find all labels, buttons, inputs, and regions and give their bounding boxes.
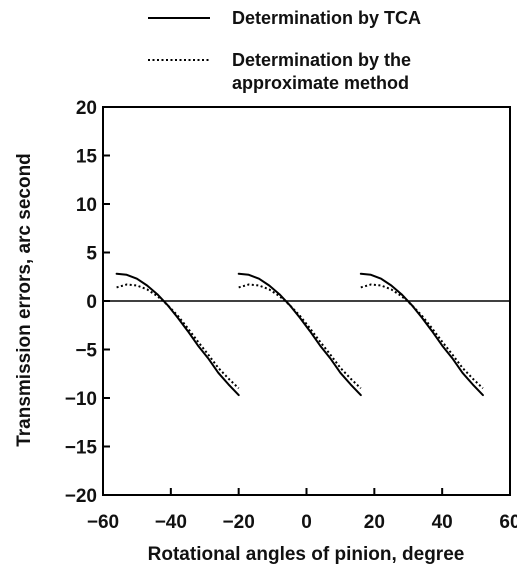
- series-line-tca: [359, 272, 484, 397]
- x-tick-label: −20: [223, 512, 255, 533]
- series-line-approximate: [116, 283, 240, 390]
- legend-label-tca: Determination by TCA: [232, 8, 421, 28]
- y-axis-title: Transmission errors, arc second: [14, 153, 35, 447]
- y-tick-label: 15: [76, 147, 98, 168]
- series-line-approximate: [360, 283, 484, 390]
- y-tick-label: 0: [86, 292, 97, 313]
- x-tick-label: −60: [87, 512, 119, 533]
- series-line-approximate: [238, 283, 362, 390]
- y-tick-label: 5: [86, 244, 97, 265]
- y-tick-label: 20: [76, 98, 97, 119]
- legend: Determination by TCA Determination by th…: [148, 8, 421, 93]
- x-tick-label: −40: [155, 512, 187, 533]
- y-tick-label: −15: [65, 438, 98, 459]
- x-tick-label: 60: [499, 512, 517, 533]
- y-tick-label: −5: [75, 341, 97, 362]
- legend-label-approximate-line1: Determination by the: [232, 50, 411, 70]
- y-tick-label: −10: [65, 389, 97, 410]
- x-tick-label: 0: [301, 512, 312, 533]
- series-layer: [115, 272, 484, 397]
- series-line-tca: [115, 272, 240, 397]
- x-axis-ticks: −60 −40 −20 0 20 40 60: [87, 488, 517, 533]
- x-tick-label: 20: [364, 512, 385, 533]
- series-line-tca: [237, 272, 362, 397]
- legend-label-approximate-line2: approximate method: [232, 73, 409, 93]
- y-tick-label: −20: [65, 486, 97, 507]
- x-tick-label: 40: [432, 512, 453, 533]
- x-axis-title: Rotational angles of pinion, degree: [148, 544, 465, 565]
- y-tick-label: 10: [76, 195, 97, 216]
